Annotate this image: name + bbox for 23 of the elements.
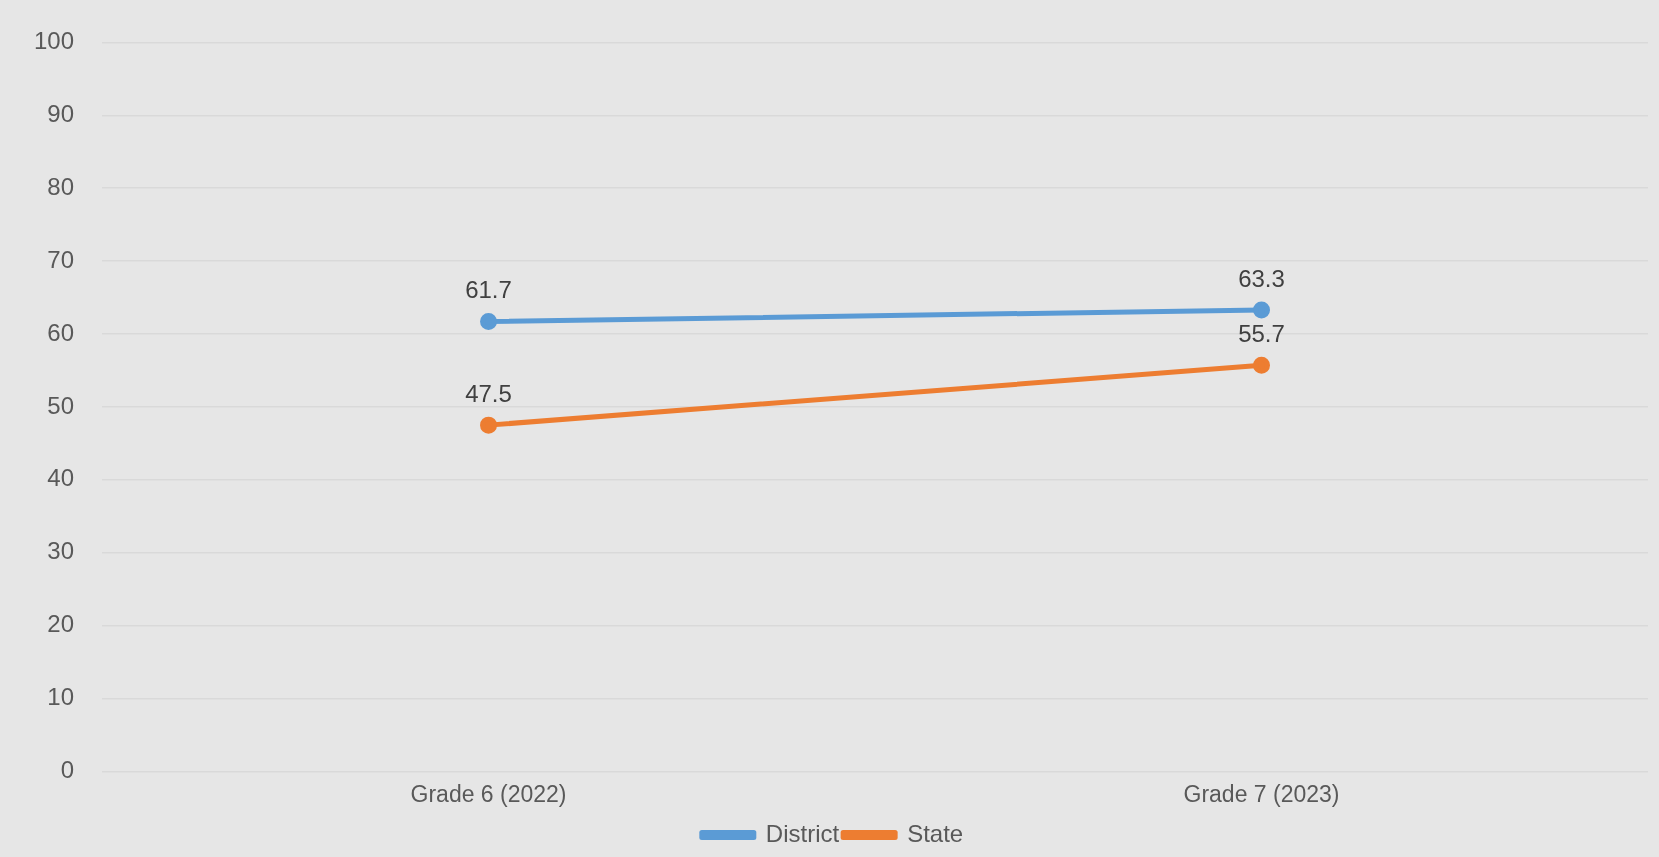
legend-label: District — [765, 819, 840, 847]
y-tick-label: 80 — [47, 172, 75, 200]
data-label: 63.3 — [1238, 264, 1285, 292]
data-label: 47.5 — [465, 379, 512, 407]
legend-label: State — [907, 819, 964, 847]
y-tick-label: 40 — [47, 464, 75, 492]
y-tick-label: 10 — [47, 683, 75, 711]
y-tick-label: 60 — [47, 318, 75, 346]
x-tick-label: Grade 7 (2023) — [1183, 780, 1340, 807]
y-tick-label: 50 — [47, 391, 75, 419]
data-label: 55.7 — [1238, 319, 1285, 347]
y-tick-label: 90 — [47, 99, 75, 127]
y-tick-label: 100 — [34, 27, 75, 55]
point — [480, 416, 498, 434]
y-tick-label: 30 — [47, 537, 75, 565]
point — [1253, 356, 1271, 374]
data-label: 61.7 — [465, 276, 512, 304]
point — [1253, 301, 1271, 319]
point — [480, 313, 498, 331]
y-tick-label: 70 — [47, 245, 75, 273]
y-tick-label: 0 — [60, 756, 75, 784]
y-tick-label: 20 — [47, 610, 75, 638]
x-tick-label: Grade 6 (2022) — [410, 780, 567, 807]
